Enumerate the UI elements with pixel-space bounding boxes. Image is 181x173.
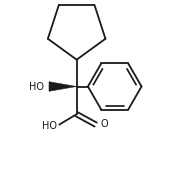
Text: HO: HO [42,121,57,131]
Text: HO: HO [29,81,44,92]
Text: O: O [100,119,108,129]
Polygon shape [49,82,77,91]
